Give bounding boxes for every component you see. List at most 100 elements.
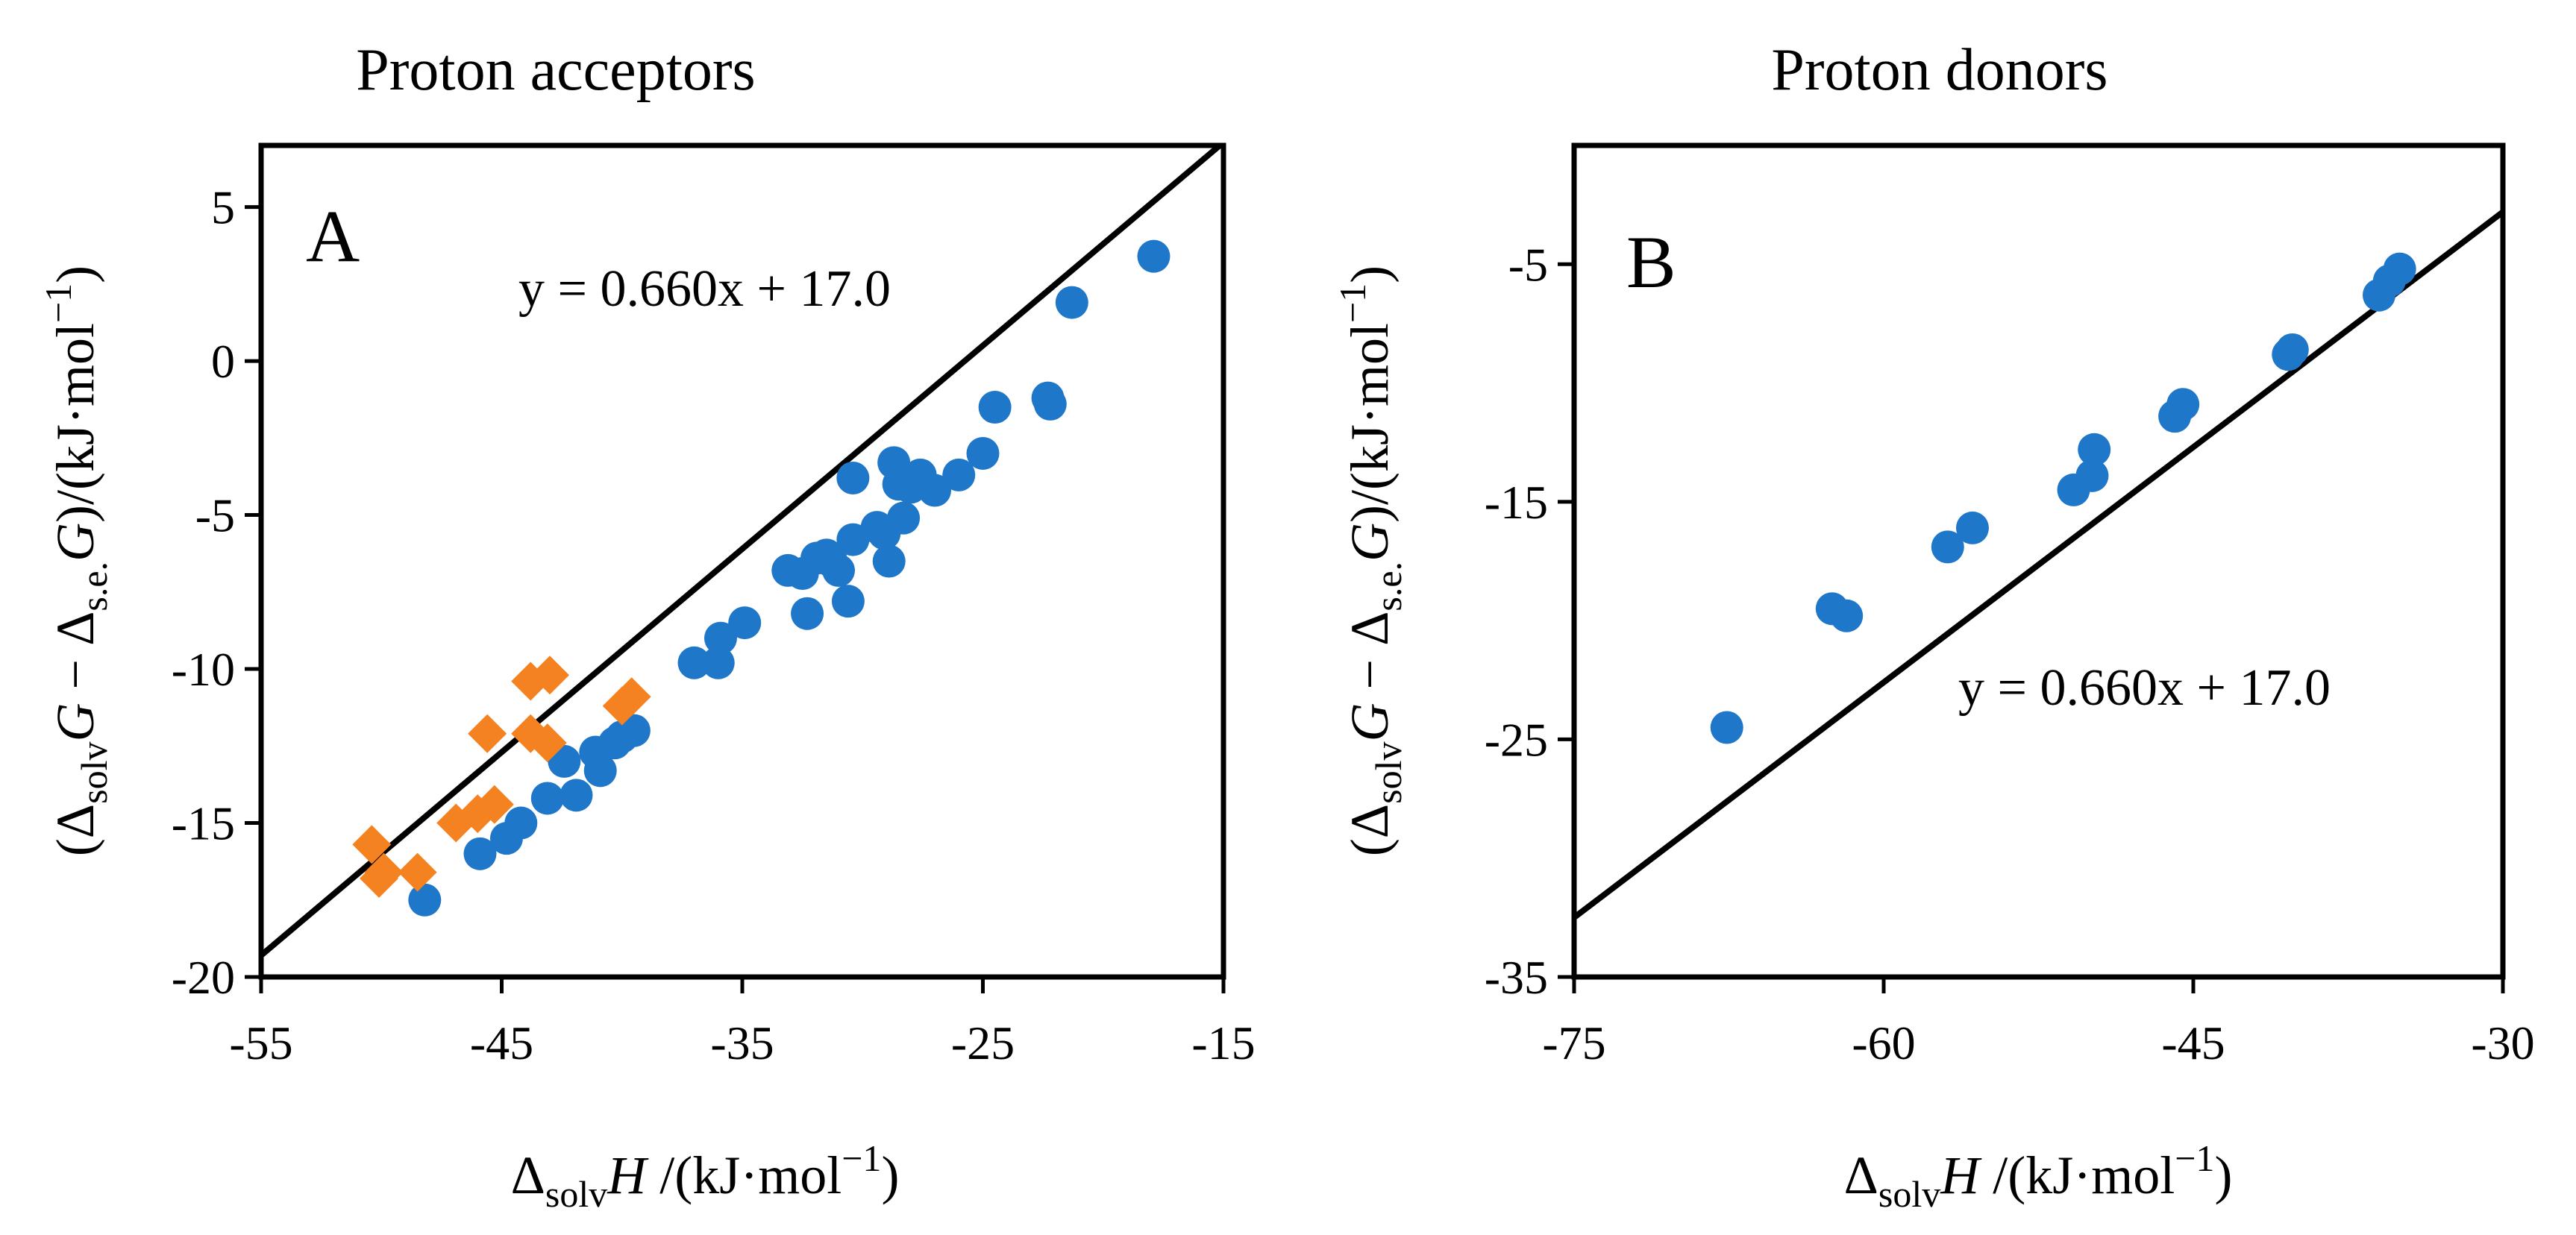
data-point-circle [831, 585, 865, 618]
panel-label: A [306, 195, 360, 277]
data-point-diamond [352, 825, 392, 864]
x-axis-label-prefix: Δ [511, 1146, 545, 1205]
data-point-circle [2158, 400, 2192, 433]
x-axis-label: ΔsolvH /(kJ·mol−1) [511, 1137, 900, 1215]
data-point-circle [836, 523, 870, 556]
data-point-circle [771, 553, 805, 587]
data-point-diamond [602, 686, 642, 726]
fit-equation: y = 0.660x + 17.0 [518, 260, 891, 318]
x-axis-label-var: H [607, 1146, 649, 1205]
data-point-circle [942, 458, 976, 491]
data-point-circle [408, 883, 442, 917]
x-tick-label: -15 [1191, 1016, 1255, 1069]
y-axis-label-sub2: s.e. [1367, 562, 1409, 612]
x-axis-label-var: H [1940, 1146, 1982, 1205]
data-point-diamond [398, 852, 437, 892]
y-axis-label-sub1: solv [73, 742, 115, 804]
data-point-circle [703, 621, 737, 655]
data-point-diamond [468, 714, 507, 753]
data-point-circle [1137, 239, 1171, 273]
x-tick-label: -30 [2471, 1016, 2534, 1069]
x-tick-label: -60 [1852, 1016, 1915, 1069]
data-point-circle [701, 646, 735, 679]
y-tick-label: -15 [1485, 476, 1548, 529]
x-axis-label: ΔsolvH /(kJ·mol−1) [1844, 1137, 2233, 1215]
data-point-circle [677, 646, 711, 679]
y-axis-label-close: ) [1340, 265, 1400, 283]
data-point-circle [560, 779, 593, 812]
data-point-circle [530, 782, 564, 815]
data-point-circle [1055, 286, 1088, 319]
data-point-circle [579, 735, 612, 769]
data-point-diamond [436, 803, 476, 843]
y-axis-label-var1: G [46, 703, 105, 742]
chart-title: Proton acceptors [356, 37, 755, 103]
y-axis-label-sup: −1 [37, 283, 79, 323]
x-axis-label-sup: −1 [842, 1137, 881, 1179]
y-tick-label: 0 [211, 335, 235, 388]
y-axis-label-close: ) [46, 265, 105, 283]
y-tick-label: -25 [1485, 713, 1548, 766]
y-tick-label: -20 [172, 951, 235, 1004]
data-point-circle [2057, 473, 2090, 506]
data-point-diamond [360, 858, 399, 898]
y-tick-label: -5 [1508, 238, 1548, 291]
data-point-circle [2363, 278, 2395, 312]
data-point-circle [2078, 433, 2111, 466]
data-point-circle [836, 462, 870, 494]
data-point-circle [1931, 530, 1964, 564]
x-axis-label-sub: solv [1878, 1173, 1940, 1215]
x-tick-label: -25 [951, 1016, 1015, 1069]
fit-equation: y = 0.660x + 17.0 [1958, 659, 2331, 717]
y-axis-label-sub2: s.e. [73, 562, 115, 612]
x-tick-label: -75 [1542, 1016, 1605, 1069]
chart-title: Proton donors [1771, 37, 2108, 103]
x-axis-label-prefix: Δ [1844, 1146, 1878, 1205]
x-axis-label-close: ) [881, 1146, 899, 1205]
data-point-circle [728, 606, 762, 640]
data-point-circle [791, 597, 824, 630]
data-point-circle [1815, 592, 1849, 626]
data-point-circle [1033, 387, 1067, 421]
data-point-circle [1955, 511, 1989, 544]
x-axis-label-sup: −1 [2175, 1137, 2214, 1179]
data-point-circle [966, 436, 1000, 470]
data-point-circle [2272, 338, 2305, 371]
y-axis-label-sup: −1 [1332, 283, 1373, 323]
data-point-diamond [511, 662, 551, 701]
y-tick-label: 5 [211, 181, 235, 234]
y-axis-label-var2: G [1340, 523, 1400, 562]
y-axis-label-sub1: solv [1367, 742, 1409, 804]
y-axis-label-units: )/(kJ·mol [1340, 323, 1400, 523]
chart-panel-b: Proton donors -75 -60 -45 -30-35-25-15-5 B … [1332, 37, 2535, 1215]
x-axis-label-sub: solv [545, 1173, 607, 1215]
y-axis-label-open: (Δ [46, 804, 105, 856]
y-axis-label-minus: − Δ [46, 612, 105, 703]
y-axis-label: (ΔsolvG − Δs.e.G)/(kJ·mol−1) [37, 265, 115, 856]
plot-frame [1571, 142, 2506, 980]
x-tick-label: -35 [710, 1016, 774, 1069]
x-axis-label-units: /(kJ·mol [646, 1146, 842, 1205]
y-axis-label-open: (Δ [1340, 804, 1400, 856]
x-tick-label: -45 [470, 1016, 533, 1069]
data-point-circle [978, 391, 1012, 424]
panel-label: B [1626, 221, 1676, 304]
x-axis-label-close: ) [2214, 1146, 2232, 1205]
plot-frame [258, 142, 1226, 980]
y-axis-label-var1: G [1340, 703, 1400, 742]
data-point-circle [463, 837, 497, 870]
x-tick-label: -55 [229, 1016, 292, 1069]
y-tick-label: -35 [1485, 951, 1548, 1004]
x-tick-label: -45 [2161, 1016, 2225, 1069]
y-tick-label: -5 [195, 489, 235, 542]
x-axis-label-units: /(kJ·mol [1979, 1146, 2175, 1205]
chart-panel-a: Proton acceptors -55 -45 -35 -25 -15-20-15-1… [37, 37, 1256, 1215]
data-point-circle [489, 822, 523, 855]
y-axis-label-units: )/(kJ·mol [46, 323, 105, 523]
data-point-circle [1710, 711, 1743, 744]
fit-line [259, 142, 1222, 958]
data-point-diamond [511, 714, 551, 753]
y-tick-label: -15 [172, 797, 235, 850]
y-tick-label: -10 [172, 643, 235, 696]
